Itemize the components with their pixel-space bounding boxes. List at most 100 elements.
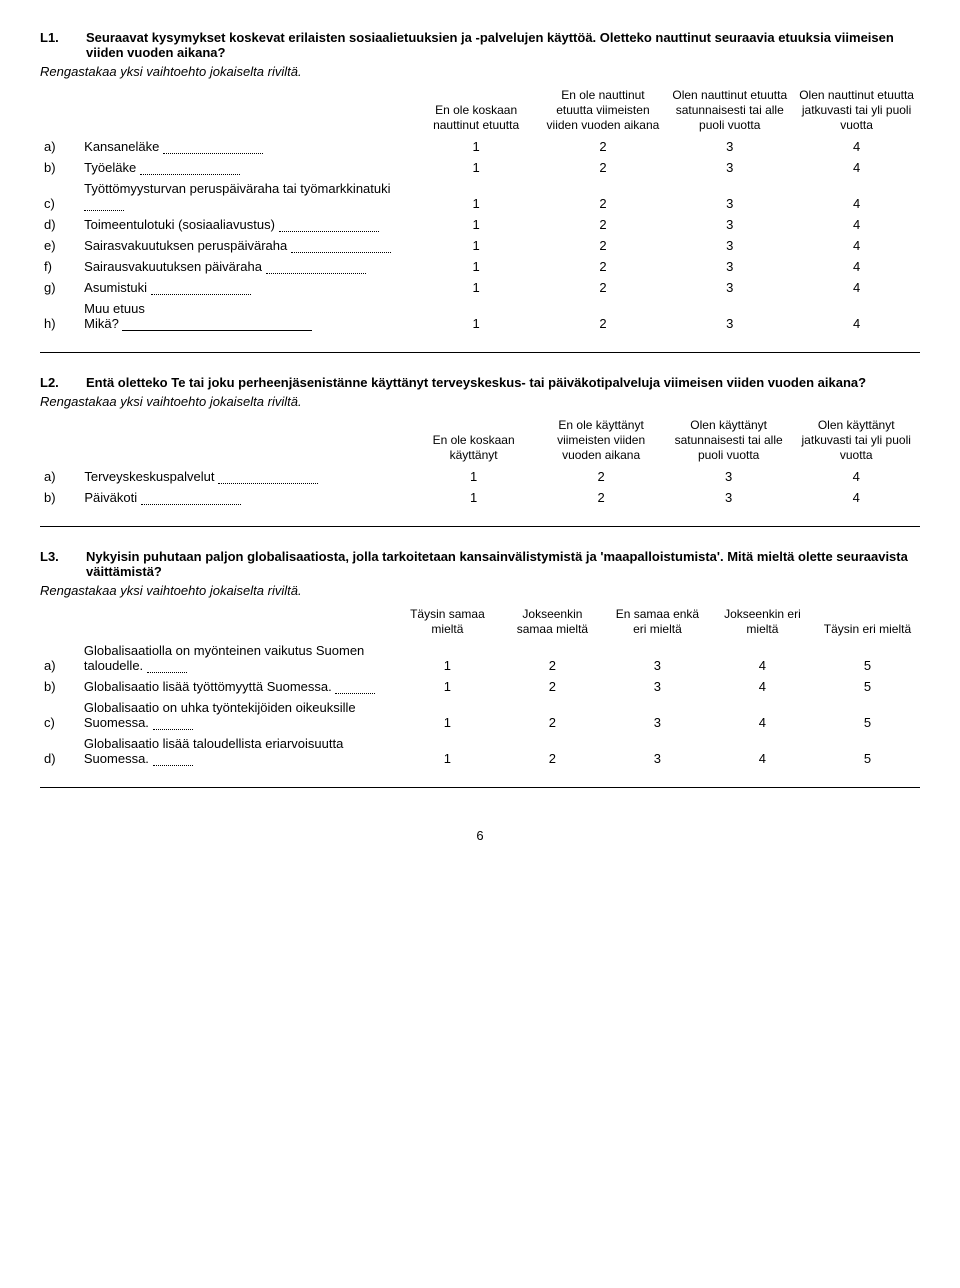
option-cell[interactable]: 4 bbox=[793, 136, 920, 157]
row-letter: a) bbox=[40, 136, 80, 157]
table-row: a)Kansaneläke 1234 bbox=[40, 136, 920, 157]
option-cell[interactable]: 3 bbox=[666, 157, 793, 178]
option-cell[interactable]: 2 bbox=[540, 136, 667, 157]
option-cell[interactable]: 2 bbox=[540, 235, 667, 256]
option-cell[interactable]: 4 bbox=[710, 697, 815, 733]
row-letter: f) bbox=[40, 256, 80, 277]
option-cell[interactable]: 4 bbox=[793, 277, 920, 298]
option-cell[interactable]: 2 bbox=[540, 157, 667, 178]
option-cell[interactable]: 1 bbox=[413, 235, 540, 256]
table-row: b)Globalisaatio lisää työttömyyttä Suome… bbox=[40, 676, 920, 697]
option-cell[interactable]: 3 bbox=[666, 178, 793, 214]
row-letter: d) bbox=[40, 733, 80, 769]
row-letter: a) bbox=[40, 640, 80, 676]
table-row: a)Terveyskeskuspalvelut 1234 bbox=[40, 466, 920, 487]
option-cell[interactable]: 3 bbox=[666, 214, 793, 235]
row-label: Kansaneläke bbox=[80, 136, 413, 157]
option-cell[interactable]: 2 bbox=[500, 676, 605, 697]
option-cell[interactable]: 2 bbox=[537, 487, 665, 508]
option-cell[interactable]: 1 bbox=[395, 733, 500, 769]
option-cell[interactable]: 2 bbox=[540, 256, 667, 277]
table-row: e)Sairasvakuutuksen peruspäiväraha 1234 bbox=[40, 235, 920, 256]
option-cell[interactable]: 2 bbox=[540, 178, 667, 214]
option-cell[interactable]: 4 bbox=[793, 256, 920, 277]
option-cell[interactable]: 4 bbox=[793, 214, 920, 235]
column-header: Olen käyttänyt jatkuvasti tai yli puoli … bbox=[792, 415, 920, 466]
option-cell[interactable]: 1 bbox=[413, 256, 540, 277]
option-cell[interactable]: 3 bbox=[605, 640, 710, 676]
question-title: Nykyisin puhutaan paljon globalisaatiost… bbox=[86, 549, 920, 579]
option-cell[interactable]: 2 bbox=[500, 697, 605, 733]
table-row: d)Globalisaatio lisää taloudellista eria… bbox=[40, 733, 920, 769]
option-cell[interactable]: 1 bbox=[395, 697, 500, 733]
option-cell[interactable]: 1 bbox=[395, 640, 500, 676]
row-letter: c) bbox=[40, 697, 80, 733]
option-cell[interactable]: 1 bbox=[413, 157, 540, 178]
question-table-l1: En ole koskaan nauttinut etuutta En ole … bbox=[40, 85, 920, 334]
option-cell[interactable]: 3 bbox=[666, 235, 793, 256]
option-cell[interactable]: 2 bbox=[540, 298, 667, 334]
row-label: Työttömyysturvan peruspäiväraha tai työm… bbox=[80, 178, 413, 214]
option-cell[interactable]: 1 bbox=[395, 676, 500, 697]
row-letter: g) bbox=[40, 277, 80, 298]
option-cell[interactable]: 1 bbox=[413, 277, 540, 298]
row-letter: a) bbox=[40, 466, 80, 487]
option-cell[interactable]: 3 bbox=[665, 466, 793, 487]
option-cell[interactable]: 4 bbox=[793, 178, 920, 214]
separator bbox=[40, 787, 920, 788]
option-cell[interactable]: 4 bbox=[792, 487, 920, 508]
option-cell[interactable]: 4 bbox=[710, 733, 815, 769]
option-cell[interactable]: 3 bbox=[666, 256, 793, 277]
option-cell[interactable]: 1 bbox=[410, 487, 538, 508]
option-cell[interactable]: 3 bbox=[666, 298, 793, 334]
option-cell[interactable]: 3 bbox=[665, 487, 793, 508]
option-cell[interactable]: 2 bbox=[500, 640, 605, 676]
option-cell[interactable]: 5 bbox=[815, 697, 920, 733]
option-cell[interactable]: 4 bbox=[710, 676, 815, 697]
option-cell[interactable]: 1 bbox=[413, 136, 540, 157]
row-letter: d) bbox=[40, 214, 80, 235]
option-cell[interactable]: 3 bbox=[666, 277, 793, 298]
row-label: Päiväkoti bbox=[80, 487, 409, 508]
column-header: Jokseenkin eri mieltä bbox=[710, 604, 815, 640]
option-cell[interactable]: 3 bbox=[605, 676, 710, 697]
row-letter: b) bbox=[40, 487, 80, 508]
option-cell[interactable]: 1 bbox=[410, 466, 538, 487]
option-cell[interactable]: 2 bbox=[500, 733, 605, 769]
option-cell[interactable]: 1 bbox=[413, 214, 540, 235]
row-label: Työeläke bbox=[80, 157, 413, 178]
option-cell[interactable]: 3 bbox=[605, 733, 710, 769]
table-row: a)Globalisaatiolla on myönteinen vaikutu… bbox=[40, 640, 920, 676]
question-instruction: Rengastakaa yksi vaihtoehto jokaiselta r… bbox=[40, 583, 920, 598]
question-l1: L1. Seuraavat kysymykset koskevat erilai… bbox=[40, 30, 920, 334]
row-label: Globalisaatio lisää työttömyyttä Suomess… bbox=[80, 676, 395, 697]
option-cell[interactable]: 2 bbox=[540, 214, 667, 235]
option-cell[interactable]: 2 bbox=[540, 277, 667, 298]
row-label: Sairausvakuutuksen päiväraha bbox=[80, 256, 413, 277]
row-letter: b) bbox=[40, 157, 80, 178]
option-cell[interactable]: 3 bbox=[666, 136, 793, 157]
option-cell[interactable]: 4 bbox=[793, 157, 920, 178]
option-cell[interactable]: 3 bbox=[605, 697, 710, 733]
table-row: f)Sairausvakuutuksen päiväraha 1234 bbox=[40, 256, 920, 277]
option-cell[interactable]: 5 bbox=[815, 733, 920, 769]
separator bbox=[40, 352, 920, 353]
question-number: L3. bbox=[40, 549, 86, 579]
option-cell[interactable]: 2 bbox=[537, 466, 665, 487]
option-cell[interactable]: 1 bbox=[413, 178, 540, 214]
option-cell[interactable]: 5 bbox=[815, 676, 920, 697]
row-label: Terveyskeskuspalvelut bbox=[80, 466, 409, 487]
separator bbox=[40, 526, 920, 527]
option-cell[interactable]: 4 bbox=[793, 298, 920, 334]
option-cell[interactable]: 1 bbox=[413, 298, 540, 334]
table-row: d)Toimeentulotuki (sosiaaliavustus) 1234 bbox=[40, 214, 920, 235]
row-label: Muu etuusMikä? bbox=[80, 298, 413, 334]
option-cell[interactable]: 4 bbox=[710, 640, 815, 676]
page-number: 6 bbox=[40, 828, 920, 843]
question-instruction: Rengastakaa yksi vaihtoehto jokaiselta r… bbox=[40, 394, 920, 409]
option-cell[interactable]: 4 bbox=[793, 235, 920, 256]
other-input-line[interactable] bbox=[122, 318, 312, 331]
option-cell[interactable]: 5 bbox=[815, 640, 920, 676]
option-cell[interactable]: 4 bbox=[792, 466, 920, 487]
question-l2: L2. Entä oletteko Te tai joku perheenjäs… bbox=[40, 375, 920, 508]
